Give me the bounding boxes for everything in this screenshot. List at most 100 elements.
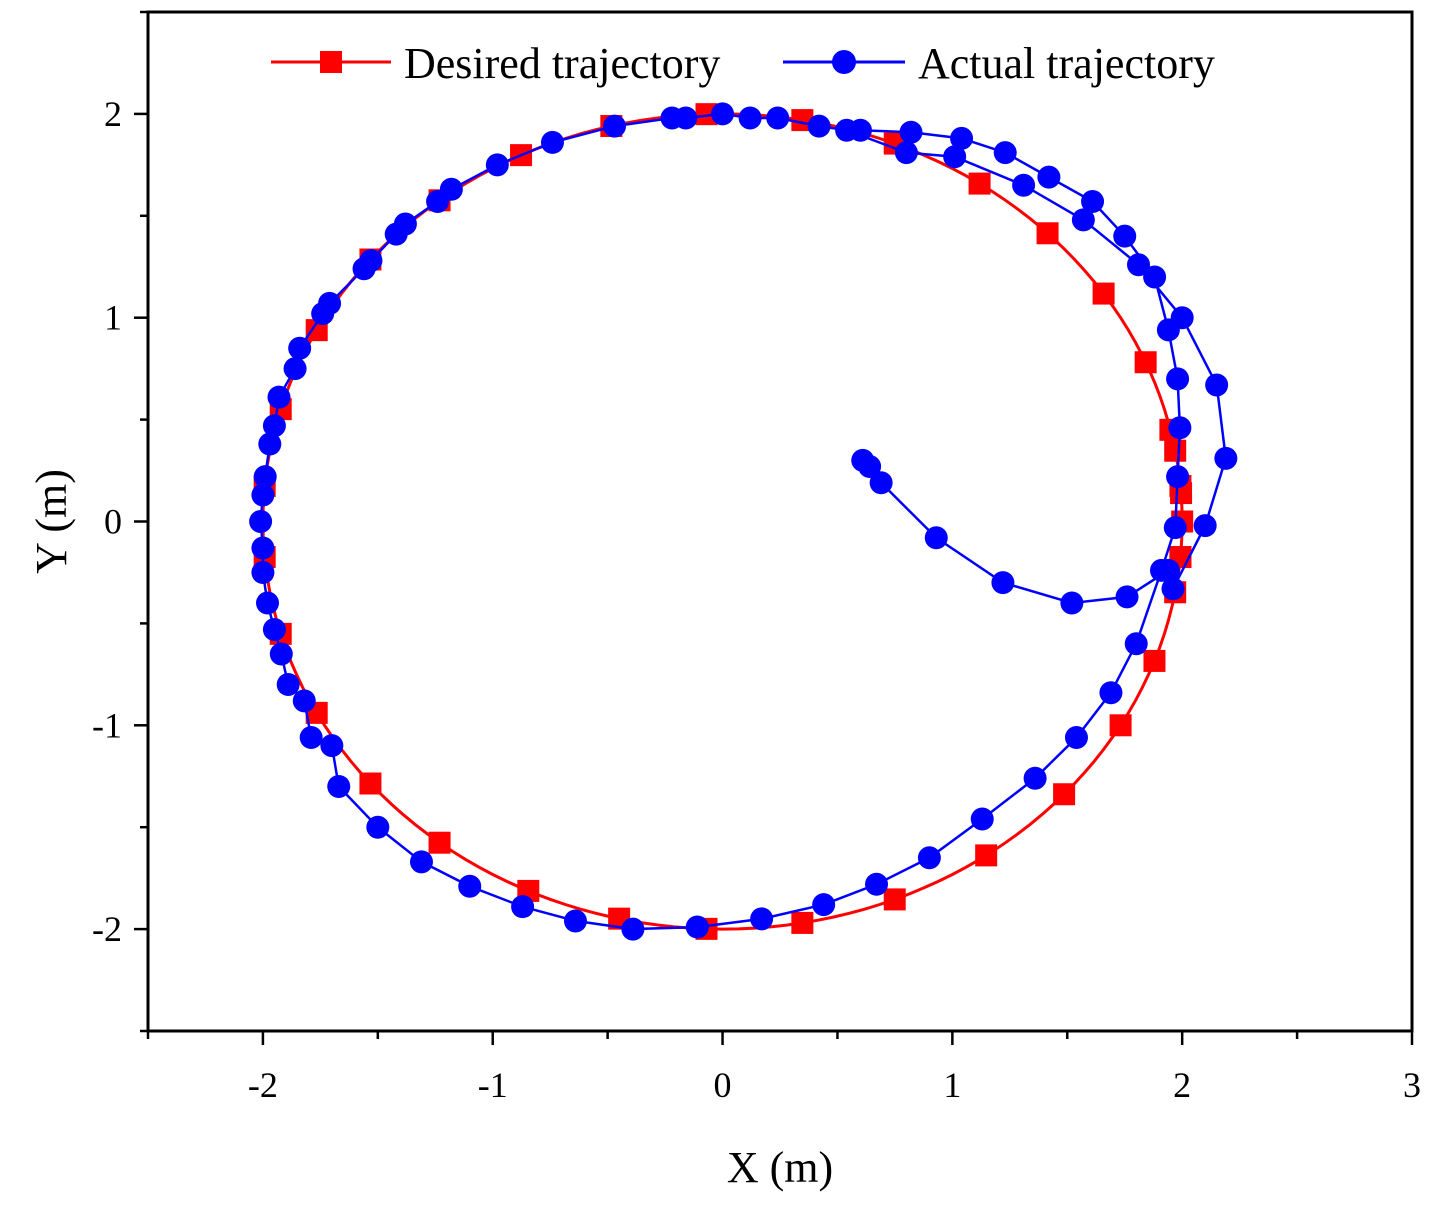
desired-trajectory-marker xyxy=(975,844,998,867)
desired-trajectory-marker xyxy=(1036,222,1059,245)
y-tick-label: 1 xyxy=(104,298,122,338)
x-tick-label: 0 xyxy=(714,1065,732,1105)
actual-trajectory-marker xyxy=(251,536,275,560)
desired-trajectory-marker xyxy=(968,172,991,195)
actual-trajectory-marker xyxy=(660,106,684,130)
actual-trajectory-marker xyxy=(1037,165,1061,189)
legend-desired-label: Desired trajectory xyxy=(404,39,720,88)
actual-trajectory-marker xyxy=(1168,416,1192,440)
actual-trajectory-marker xyxy=(894,141,918,165)
x-tick-label: 1 xyxy=(943,1065,961,1105)
actual-trajectory-marker xyxy=(1149,558,1173,582)
actual-trajectory-marker xyxy=(251,560,275,584)
actual-trajectory-marker xyxy=(1099,681,1123,705)
x-tick-label: 3 xyxy=(1403,1065,1421,1105)
y-tick-label: 0 xyxy=(104,502,122,542)
actual-trajectory-marker xyxy=(899,120,923,144)
actual-trajectory-marker xyxy=(812,893,836,917)
x-axis-title: X (m) xyxy=(727,1143,833,1192)
actual-trajectory-marker xyxy=(858,454,882,478)
actual-trajectory-marker xyxy=(1113,224,1137,248)
actual-trajectory-marker xyxy=(276,673,300,697)
x-tick-label: -2 xyxy=(248,1065,278,1105)
legend-actual-marker xyxy=(832,50,856,74)
actual-trajectory-marker xyxy=(865,872,889,896)
legend: Desired trajectory Actual trajectory xyxy=(271,39,1215,88)
actual-trajectory-marker xyxy=(1214,446,1238,470)
y-axis: -2 -1 0 1 2 xyxy=(92,10,148,1033)
actual-trajectory-marker xyxy=(256,591,280,615)
series-layer xyxy=(249,102,1238,941)
actual-trajectory-marker xyxy=(1143,265,1167,289)
actual-trajectory-marker xyxy=(1064,726,1088,750)
actual-trajectory-marker xyxy=(917,846,941,870)
actual-trajectory-marker xyxy=(267,385,291,409)
actual-trajectory-marker xyxy=(1081,190,1105,214)
desired-trajectory-marker xyxy=(1109,714,1132,737)
actual-trajectory-marker xyxy=(1166,367,1190,391)
desired-trajectory-marker xyxy=(1053,783,1076,806)
actual-trajectory-marker xyxy=(1012,173,1036,197)
actual-trajectory-marker xyxy=(283,357,307,381)
actual-trajectory-marker xyxy=(251,483,275,507)
actual-trajectory-marker xyxy=(807,114,831,138)
actual-trajectory-marker xyxy=(409,850,433,874)
actual-trajectory-marker xyxy=(1166,465,1190,489)
actual-trajectory-marker xyxy=(292,689,316,713)
legend-actual-label: Actual trajectory xyxy=(918,39,1215,88)
y-axis-title: Y (m) xyxy=(27,469,76,574)
actual-trajectory-marker xyxy=(1124,632,1148,656)
actual-trajectory-marker xyxy=(950,126,974,150)
actual-trajectory-marker xyxy=(269,642,293,666)
actual-trajectory-marker xyxy=(563,909,587,933)
actual-trajectory-marker xyxy=(485,153,509,177)
actual-trajectory-marker xyxy=(991,571,1015,595)
actual-trajectory-marker xyxy=(458,874,482,898)
actual-trajectory-marker xyxy=(511,895,535,919)
actual-trajectory-marker xyxy=(993,141,1017,165)
desired-trajectory-marker xyxy=(791,911,814,934)
desired-trajectory-marker xyxy=(1134,351,1157,374)
actual-trajectory-marker xyxy=(258,432,282,456)
actual-trajectory-marker xyxy=(366,815,390,839)
actual-trajectory-marker xyxy=(262,618,286,642)
actual-trajectory-marker xyxy=(970,807,994,831)
desired-trajectory-marker xyxy=(359,772,382,795)
actual-trajectory-marker xyxy=(299,726,323,750)
x-tick-label: 2 xyxy=(1173,1065,1191,1105)
actual-trajectory-marker xyxy=(384,222,408,246)
actual-trajectory-marker xyxy=(352,257,376,281)
actual-trajectory-marker xyxy=(1127,253,1151,277)
actual-trajectory-marker xyxy=(766,106,790,130)
actual-trajectory-marker xyxy=(1071,208,1095,232)
actual-trajectory-marker xyxy=(1023,766,1047,790)
actual-trajectory-marker xyxy=(311,302,335,326)
actual-trajectory-marker xyxy=(869,471,893,495)
actual-trajectory-marker xyxy=(1161,577,1185,601)
actual-trajectory-marker xyxy=(1115,585,1139,609)
legend-desired-marker xyxy=(320,51,342,73)
desired-trajectory-marker xyxy=(1164,439,1187,462)
desired-trajectory-marker xyxy=(1092,282,1115,305)
actual-trajectory-marker xyxy=(426,190,450,214)
actual-trajectory-marker xyxy=(1163,516,1187,540)
actual-trajectory-marker xyxy=(253,465,277,489)
actual-trajectory-marker xyxy=(603,114,627,138)
actual-trajectory-marker xyxy=(621,917,645,941)
actual-trajectory-marker xyxy=(685,915,709,939)
actual-trajectory-marker xyxy=(924,526,948,550)
actual-trajectory-marker xyxy=(327,774,351,798)
actual-trajectory-marker xyxy=(750,907,774,931)
actual-trajectory-marker xyxy=(1156,318,1180,342)
y-tick-label: 2 xyxy=(104,94,122,134)
desired-trajectory-marker xyxy=(1143,649,1166,672)
y-tick-label: -1 xyxy=(92,705,122,745)
actual-trajectory-marker xyxy=(262,414,286,438)
x-tick-label: -1 xyxy=(478,1065,508,1105)
actual-trajectory-marker xyxy=(320,734,344,758)
y-tick-label: -2 xyxy=(92,909,122,949)
desired-trajectory-marker xyxy=(428,831,451,854)
actual-trajectory-marker xyxy=(1205,373,1229,397)
